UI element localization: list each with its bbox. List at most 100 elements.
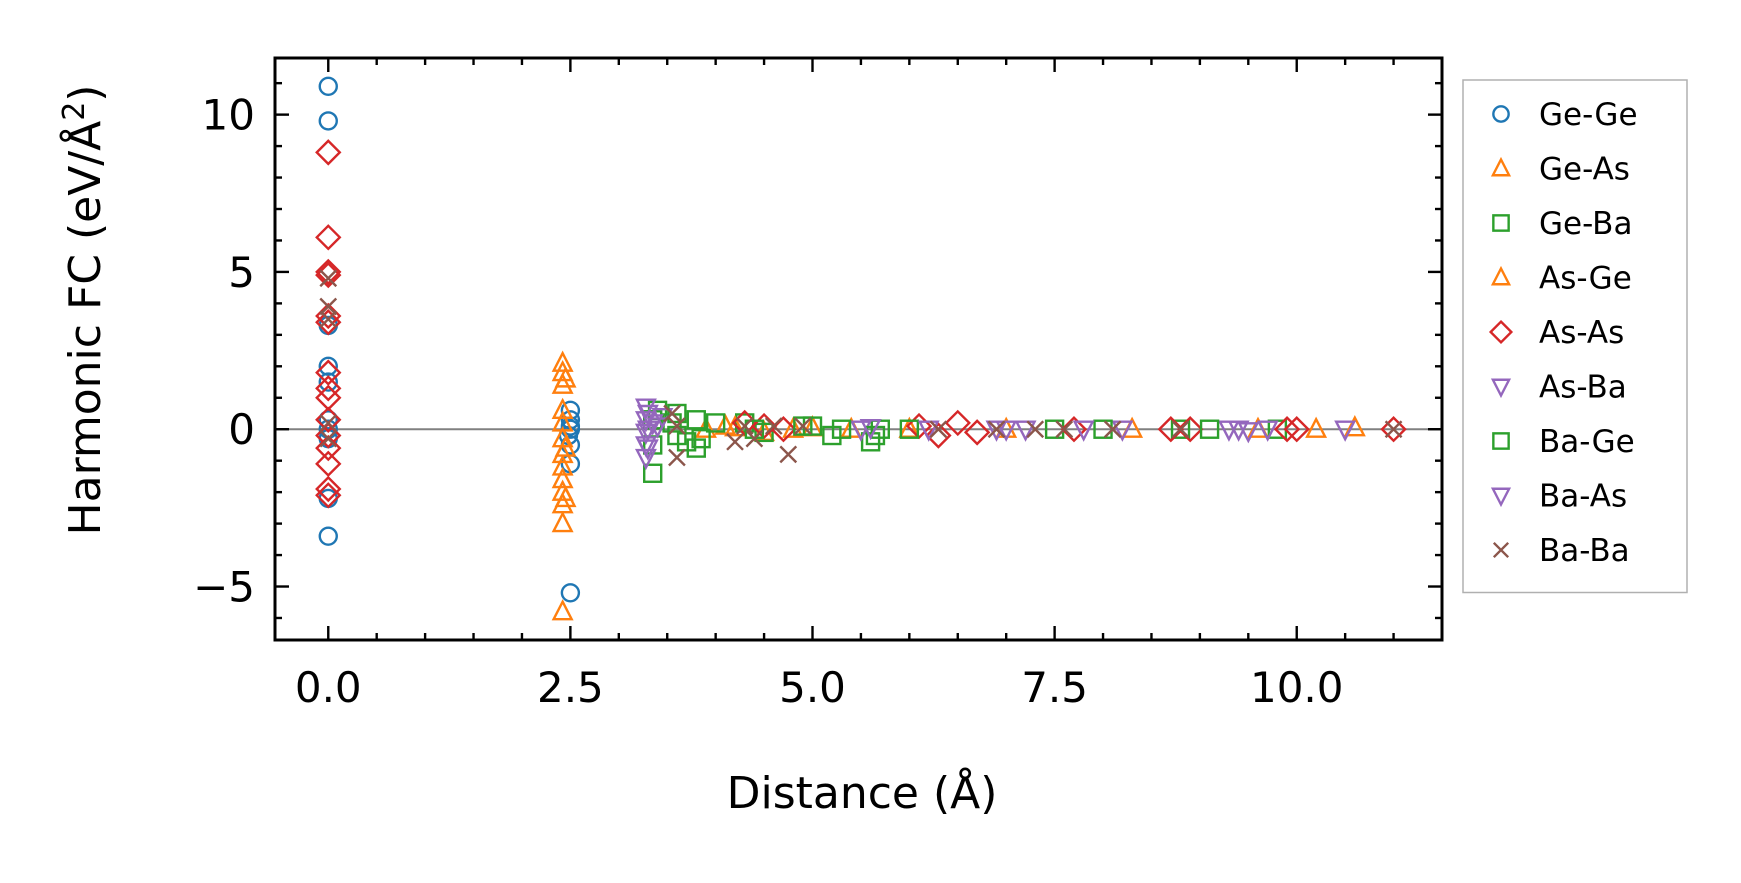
legend-entry: Ge-Ge bbox=[1492, 97, 1638, 133]
legend-entry: Ba-Ge bbox=[1492, 424, 1635, 460]
data-point bbox=[551, 599, 574, 621]
data-point bbox=[663, 404, 681, 423]
data-point bbox=[319, 269, 338, 288]
legend: Ge-Ge Ge-As Ge-Ba As-Ge As-As As-Ba Ba-Ge Ba-As… bbox=[1462, 79, 1688, 594]
legend-box bbox=[1462, 79, 1688, 594]
data-point bbox=[551, 397, 574, 420]
data-point bbox=[917, 420, 940, 442]
y-tick-label: −5 bbox=[193, 563, 255, 612]
data-point bbox=[1273, 416, 1301, 443]
series-ge-ge bbox=[318, 76, 581, 603]
legend-entry: Ge-As bbox=[1490, 152, 1630, 188]
data-point bbox=[899, 419, 920, 439]
data-point bbox=[319, 310, 338, 328]
legend-entry: As-Ge bbox=[1490, 261, 1632, 297]
data-point bbox=[554, 435, 577, 457]
legend-label: As-Ge bbox=[1539, 261, 1632, 297]
plot-frame bbox=[273, 56, 1444, 642]
legend-label: Ba-Ge bbox=[1539, 424, 1635, 460]
data-point bbox=[315, 258, 342, 286]
data-point bbox=[319, 414, 338, 432]
legend-entry: Ba-As bbox=[1490, 479, 1627, 515]
data-point bbox=[764, 417, 783, 435]
data-point bbox=[646, 417, 669, 439]
data-point bbox=[315, 375, 342, 402]
data-point bbox=[318, 111, 338, 131]
data-point bbox=[987, 420, 1006, 439]
data-point bbox=[1380, 416, 1407, 443]
data-point bbox=[636, 420, 659, 442]
legend-marker bbox=[1492, 541, 1510, 559]
data-point bbox=[318, 356, 338, 377]
x-tick-label: 10.0 bbox=[1250, 663, 1344, 712]
legend-entry: Ba-Ba bbox=[1492, 533, 1630, 569]
data-point bbox=[831, 419, 852, 439]
data-point bbox=[963, 419, 991, 446]
data-point bbox=[779, 445, 798, 464]
x-tick-label: 7.5 bbox=[1021, 663, 1088, 712]
data-point bbox=[551, 454, 574, 476]
legend-entry: Ge-Ba bbox=[1492, 206, 1632, 242]
data-point bbox=[724, 415, 746, 437]
data-point bbox=[745, 429, 764, 448]
series-ba-as bbox=[636, 404, 1279, 461]
data-point bbox=[995, 420, 1018, 442]
data-point bbox=[1103, 420, 1122, 439]
data-point bbox=[634, 448, 657, 471]
x-tick-label: 0.0 bbox=[295, 663, 362, 712]
data-point bbox=[318, 76, 338, 97]
data-point bbox=[1384, 420, 1403, 439]
data-point bbox=[944, 409, 971, 437]
data-point bbox=[668, 417, 686, 435]
data-point bbox=[714, 413, 737, 435]
y-axis-label: Harmonic FC (eV/Å2) bbox=[57, 85, 111, 536]
data-point bbox=[319, 429, 338, 448]
data-point bbox=[551, 466, 574, 489]
data-point bbox=[318, 526, 338, 546]
series-ba-ba bbox=[319, 269, 1403, 467]
series-ba-ge bbox=[667, 403, 1220, 452]
data-point bbox=[315, 139, 342, 166]
data-point bbox=[315, 434, 342, 462]
data-point bbox=[1170, 419, 1191, 439]
data-point bbox=[1343, 415, 1366, 437]
data-point bbox=[315, 359, 342, 386]
legend-label: As-Ba bbox=[1539, 370, 1627, 406]
data-point bbox=[551, 510, 574, 533]
series-as-as bbox=[315, 139, 1407, 509]
data-point bbox=[1256, 420, 1279, 442]
data-point bbox=[849, 420, 872, 442]
data-point bbox=[1305, 416, 1328, 438]
legend-label: As-As bbox=[1539, 315, 1624, 351]
y-tick-label: 5 bbox=[228, 248, 255, 297]
data-point bbox=[1026, 420, 1045, 439]
data-point bbox=[1014, 420, 1037, 442]
legend-marker bbox=[1490, 487, 1512, 508]
axes: 0.0 2.5 5.0 7.5 10.0 −5 0 5 10 bbox=[193, 56, 1444, 712]
data-point bbox=[315, 475, 342, 503]
legend-marker bbox=[1490, 156, 1512, 177]
legend-entry: As-Ba bbox=[1490, 370, 1627, 406]
data-point bbox=[636, 404, 659, 427]
data-point bbox=[859, 418, 882, 441]
y-tick-label: 10 bbox=[202, 91, 255, 140]
data-point bbox=[318, 372, 338, 392]
legend-label: Ba-As bbox=[1539, 479, 1627, 515]
data-point bbox=[726, 432, 744, 451]
data-point bbox=[318, 488, 338, 509]
data-point bbox=[551, 350, 574, 372]
data-point bbox=[554, 366, 577, 388]
data-point bbox=[686, 410, 706, 430]
legend-entry: As-As bbox=[1488, 315, 1624, 351]
data-point bbox=[925, 422, 952, 449]
data-point bbox=[315, 309, 342, 336]
data-point bbox=[676, 432, 697, 452]
data-point bbox=[1237, 422, 1260, 444]
data-point bbox=[793, 416, 813, 436]
legend-label: Ba-Ba bbox=[1539, 533, 1630, 569]
data-point bbox=[1157, 416, 1185, 443]
legend-marker bbox=[1492, 105, 1510, 123]
legend-marker bbox=[1490, 265, 1512, 286]
legend-marker bbox=[1490, 378, 1512, 399]
